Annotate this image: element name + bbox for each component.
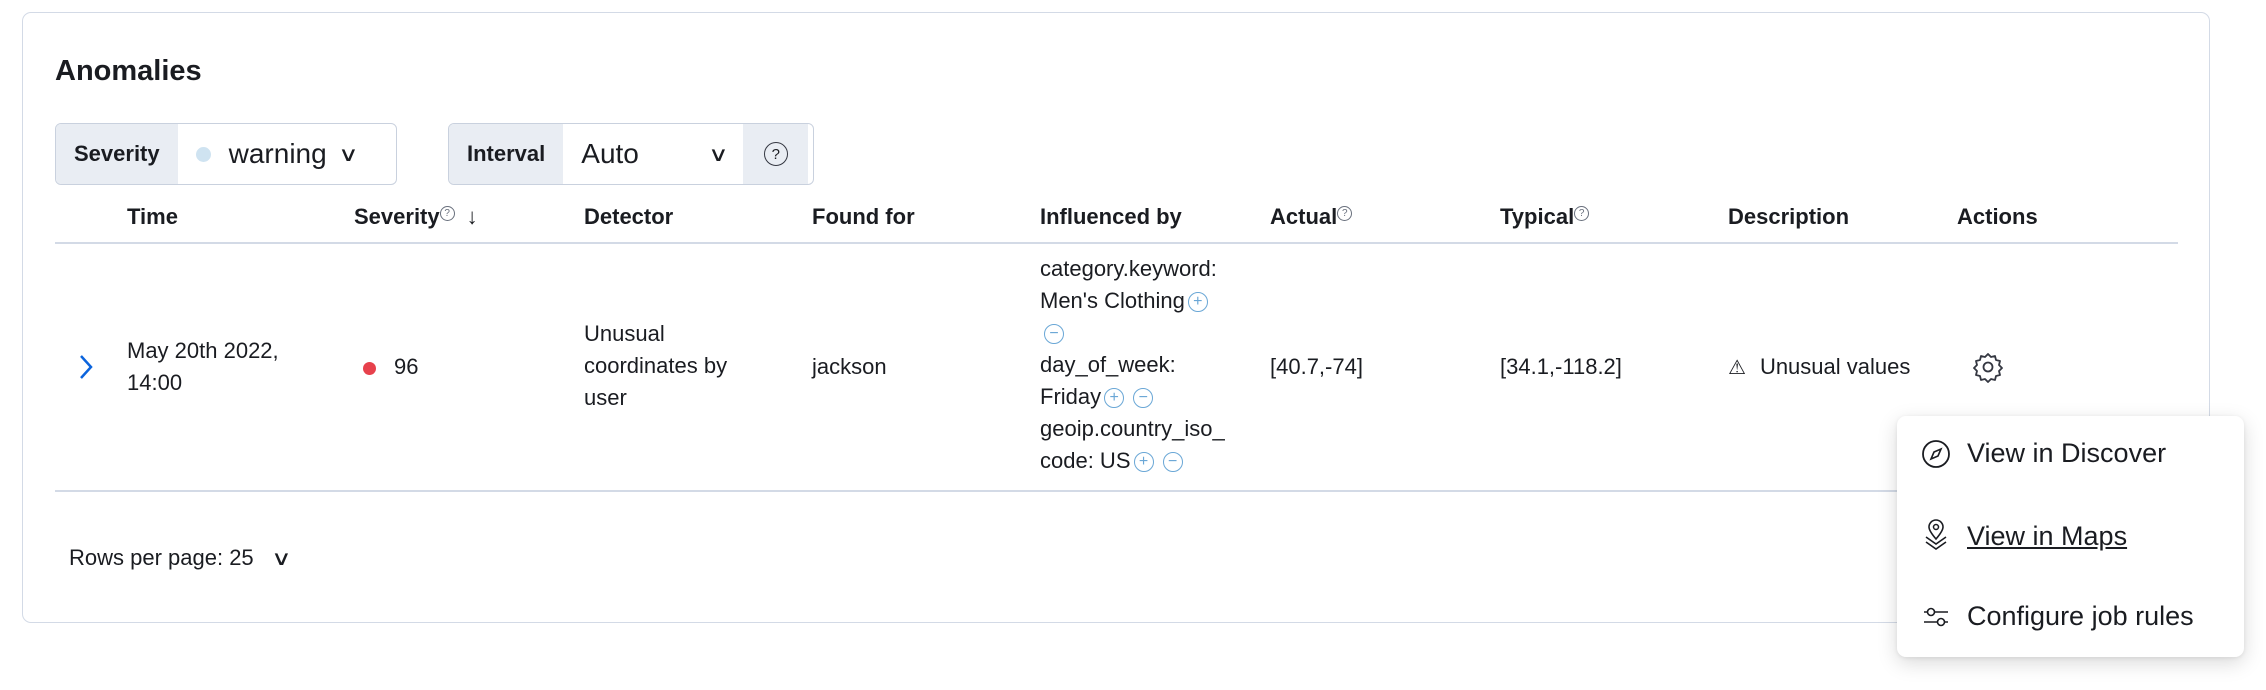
menu-item-label: Configure job rules	[1967, 601, 2194, 631]
detector-line: coordinates by	[584, 353, 728, 378]
question-circle-icon: ?	[763, 142, 788, 166]
column-header-typical: Typical?	[1500, 204, 1590, 230]
severity-dot-icon	[363, 361, 376, 375]
column-header-actual-label: Actual	[1270, 204, 1338, 229]
severity-filter-value: warning	[228, 138, 327, 169]
actions-menu: View in Discover View in Maps Configure …	[1897, 416, 2244, 657]
filter-for-value-icon[interactable]: +	[1104, 388, 1125, 409]
map-marker-icon	[1925, 519, 1947, 550]
expand-row-button[interactable]	[76, 352, 96, 388]
chevron-down-icon: ∨	[707, 143, 729, 166]
time-cell: May 20th 2022, 14:00	[127, 335, 279, 399]
column-header-found-for: Found for	[812, 204, 915, 229]
actual-cell: [40.7,-74]	[1270, 354, 1363, 379]
interval-help-button[interactable]: ?	[743, 124, 809, 184]
severity-filter[interactable]: Severity warning ∨	[55, 123, 397, 185]
influencer-field: geoip.country_iso_	[1040, 416, 1225, 441]
time-hour: 14:00	[127, 370, 183, 395]
influencer-field: day_of_week:	[1040, 352, 1176, 377]
filter-out-value-icon[interactable]: −	[1044, 324, 1064, 345]
severity-dot-icon	[195, 146, 211, 162]
actions-button[interactable]	[1972, 351, 2004, 389]
sort-descending-icon: ↓	[466, 204, 478, 229]
typical-cell: [34.1,-118.2]	[1500, 354, 1622, 379]
popover-arrow	[1976, 398, 2004, 418]
table-bottom-divider	[55, 490, 2178, 492]
column-header-actual: Actual?	[1270, 204, 1353, 230]
filter-for-value-icon[interactable]: +	[1133, 452, 1154, 473]
chevron-down-icon: ∨	[337, 143, 359, 166]
page-title: Anomalies	[55, 55, 202, 87]
detector-line: Unusual	[584, 321, 665, 346]
anomalies-panel	[22, 12, 2210, 623]
filter-out-value-icon[interactable]: −	[1162, 452, 1183, 473]
found-for-cell: jackson	[812, 354, 887, 379]
menu-item-configure-job-rules[interactable]: Configure job rules	[1921, 601, 2194, 632]
filter-out-value-icon[interactable]: −	[1133, 388, 1154, 409]
column-header-actions: Actions	[1957, 204, 2038, 229]
column-header-influenced-by: Influenced by	[1040, 204, 1182, 229]
influencer-value: Friday	[1040, 384, 1102, 409]
chevron-right-icon	[80, 355, 93, 379]
detector-cell: Unusual coordinates by user	[584, 318, 727, 414]
menu-item-view-in-maps[interactable]: View in Maps	[1921, 519, 2127, 553]
question-circle-icon: ?	[1574, 205, 1590, 221]
severity-score: 96	[394, 354, 419, 379]
gear-icon	[1973, 353, 2003, 383]
influencer-value: Men's Clothing	[1040, 288, 1185, 313]
interval-filter[interactable]: Interval Auto ∨ ?	[448, 123, 814, 185]
column-header-description: Description	[1728, 204, 1850, 229]
question-circle-icon: ?	[439, 205, 455, 221]
column-header-detector: Detector	[584, 204, 674, 229]
influenced-by-cell: category.keyword: Men's Clothing + − day_…	[1040, 253, 1225, 477]
menu-item-label: View in Discover	[1967, 438, 2167, 468]
filter-for-value-icon[interactable]: +	[1187, 292, 1208, 313]
column-header-severity-label: Severity	[354, 204, 440, 229]
controls-icon	[1924, 607, 1948, 626]
description-text: Unusual values	[1759, 354, 1911, 379]
header-divider	[55, 242, 2178, 244]
menu-item-view-in-discover[interactable]: View in Discover	[1921, 438, 2166, 469]
description-cell: ⚠ Unusual values	[1728, 351, 1910, 384]
rows-per-page-label: Rows per page: 25	[69, 545, 254, 570]
influencer-value: code: US	[1040, 448, 1131, 473]
time-date: May 20th 2022,	[127, 338, 279, 363]
interval-filter-value: Auto	[581, 138, 639, 169]
compass-icon	[1922, 439, 1950, 468]
severity-cell: 96	[363, 351, 418, 383]
interval-filter-label: Interval	[449, 124, 564, 184]
question-circle-icon: ?	[1337, 205, 1353, 221]
detector-line: user	[584, 385, 627, 410]
influencer-field: category.keyword:	[1040, 256, 1217, 281]
column-header-severity[interactable]: Severity? ↓	[354, 204, 478, 230]
chevron-down-icon: ∨	[270, 548, 292, 570]
warning-icon: ⚠	[1728, 357, 1746, 379]
column-header-typical-label: Typical	[1500, 204, 1575, 229]
severity-filter-label: Severity	[56, 124, 178, 184]
menu-item-label: View in Maps	[1967, 520, 2128, 551]
column-header-time[interactable]: Time	[127, 204, 178, 229]
rows-per-page-button[interactable]: Rows per page: 25 ∨	[69, 545, 292, 571]
